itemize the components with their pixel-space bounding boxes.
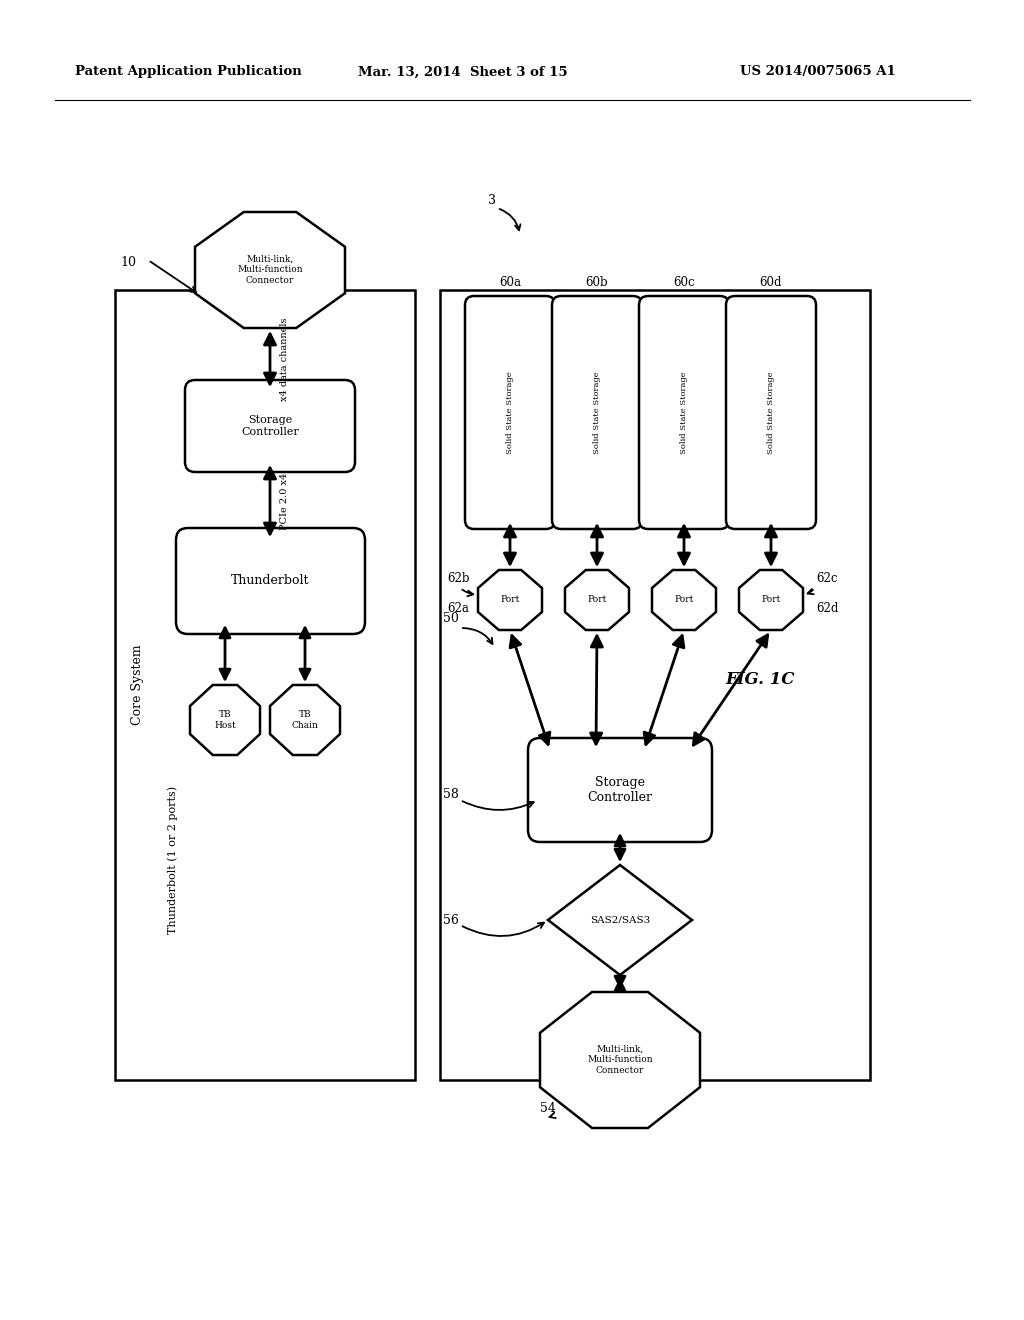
Polygon shape [739, 570, 803, 630]
Bar [115, 290, 415, 1080]
Text: FIG. 1C: FIG. 1C [725, 672, 795, 689]
Text: 60a: 60a [499, 276, 521, 289]
Text: PCIe 2.0 x4: PCIe 2.0 x4 [280, 473, 289, 529]
Text: Port: Port [588, 595, 606, 605]
FancyBboxPatch shape [465, 296, 555, 529]
Text: 60d: 60d [760, 276, 782, 289]
FancyBboxPatch shape [176, 528, 365, 634]
Text: Patent Application Publication: Patent Application Publication [75, 66, 302, 78]
Polygon shape [548, 865, 692, 975]
Text: Multi-link,
Multi-function
Connector: Multi-link, Multi-function Connector [238, 255, 303, 285]
Text: Port: Port [761, 595, 780, 605]
FancyBboxPatch shape [726, 296, 816, 529]
Text: 58: 58 [443, 788, 459, 801]
Bar [440, 290, 870, 1080]
Polygon shape [540, 993, 700, 1129]
FancyBboxPatch shape [552, 296, 642, 529]
Text: 60c: 60c [673, 276, 695, 289]
Polygon shape [478, 570, 542, 630]
Text: 3: 3 [488, 194, 496, 206]
Text: 62c: 62c [816, 572, 838, 585]
Text: 10: 10 [120, 256, 136, 269]
Polygon shape [195, 213, 345, 327]
Text: Solid State Storage: Solid State Storage [593, 371, 601, 454]
Text: 60b: 60b [586, 276, 608, 289]
FancyBboxPatch shape [528, 738, 712, 842]
Text: US 2014/0075065 A1: US 2014/0075065 A1 [740, 66, 896, 78]
Text: 50: 50 [443, 611, 459, 624]
Text: Core System: Core System [130, 644, 143, 725]
Text: Port: Port [675, 595, 693, 605]
Polygon shape [652, 570, 716, 630]
Text: Storage
Controller: Storage Controller [588, 776, 652, 804]
Text: Solid State Storage: Solid State Storage [506, 371, 514, 454]
Text: 56: 56 [443, 913, 459, 927]
Text: SAS2/SAS3: SAS2/SAS3 [590, 916, 650, 924]
Text: x4 data channels: x4 data channels [280, 317, 289, 401]
FancyBboxPatch shape [639, 296, 729, 529]
Text: Multi-link,
Multi-function
Connector: Multi-link, Multi-function Connector [587, 1045, 653, 1074]
Text: Solid State Storage: Solid State Storage [680, 371, 688, 454]
Text: TB
Host: TB Host [214, 710, 236, 730]
Text: Thunderbolt (1 or 2 ports): Thunderbolt (1 or 2 ports) [168, 785, 178, 935]
Text: 62b: 62b [447, 572, 469, 585]
Text: 62d: 62d [816, 602, 839, 615]
Polygon shape [190, 685, 260, 755]
Text: Storage
Controller: Storage Controller [241, 416, 299, 437]
Text: Thunderbolt: Thunderbolt [231, 574, 309, 587]
Polygon shape [270, 685, 340, 755]
Text: Solid State Storage: Solid State Storage [767, 371, 775, 454]
Polygon shape [565, 570, 629, 630]
Text: Port: Port [501, 595, 520, 605]
Text: TB
Chain: TB Chain [292, 710, 318, 730]
Text: Mar. 13, 2014  Sheet 3 of 15: Mar. 13, 2014 Sheet 3 of 15 [358, 66, 567, 78]
Text: 54: 54 [540, 1101, 556, 1114]
FancyBboxPatch shape [185, 380, 355, 473]
Text: 62a: 62a [447, 602, 469, 615]
